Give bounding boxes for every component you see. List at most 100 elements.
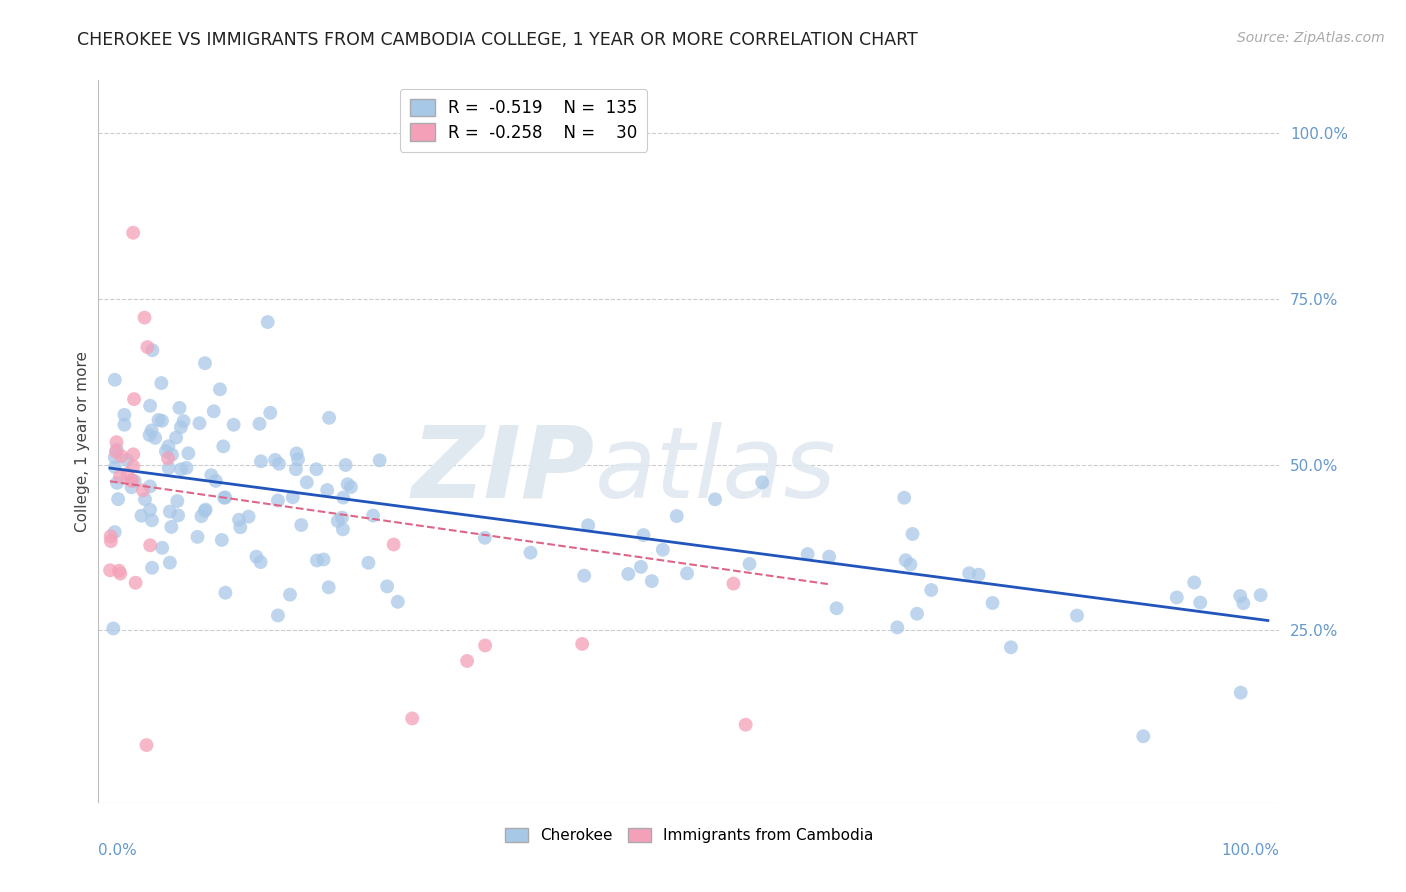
Point <box>1000 640 1022 655</box>
Point <box>886 620 908 634</box>
Point <box>138 428 160 442</box>
Point <box>170 462 193 476</box>
Point <box>281 490 304 504</box>
Point <box>166 494 188 508</box>
Point <box>361 508 384 523</box>
Point <box>134 310 156 325</box>
Point <box>312 552 335 566</box>
Y-axis label: College, 1 year or more: College, 1 year or more <box>75 351 90 532</box>
Point <box>245 549 267 564</box>
Point <box>131 508 153 523</box>
Point <box>382 537 405 551</box>
Point <box>104 460 127 475</box>
Point <box>104 444 127 458</box>
Point <box>108 564 131 578</box>
Text: 0.0%: 0.0% <box>98 843 138 857</box>
Point <box>112 408 135 422</box>
Point <box>141 561 163 575</box>
Point <box>157 461 180 475</box>
Point <box>574 568 596 582</box>
Point <box>141 424 163 438</box>
Point <box>734 717 756 731</box>
Point <box>287 452 309 467</box>
Point <box>121 474 143 488</box>
Point <box>957 566 980 581</box>
Point <box>159 556 181 570</box>
Point <box>167 508 190 523</box>
Point <box>456 654 478 668</box>
Point <box>190 509 212 524</box>
Point <box>738 557 761 571</box>
Point <box>121 473 143 487</box>
Point <box>1132 729 1154 743</box>
Point <box>967 567 990 582</box>
Point <box>122 447 145 461</box>
Point <box>122 459 145 474</box>
Point <box>316 483 339 497</box>
Point <box>249 555 271 569</box>
Point <box>250 454 273 468</box>
Point <box>290 518 312 533</box>
Point <box>150 541 173 555</box>
Point <box>107 492 129 507</box>
Point <box>208 382 231 396</box>
Point <box>332 522 354 536</box>
Point <box>100 534 122 549</box>
Text: CHEROKEE VS IMMIGRANTS FROM CAMBODIA COLLEGE, 1 YEAR OR MORE CORRELATION CHART: CHEROKEE VS IMMIGRANTS FROM CAMBODIA COL… <box>77 31 918 49</box>
Point <box>156 451 179 466</box>
Point <box>228 513 250 527</box>
Point <box>105 475 128 490</box>
Point <box>229 520 252 534</box>
Point <box>170 420 193 434</box>
Point <box>214 585 236 599</box>
Point <box>104 450 127 465</box>
Point <box>571 637 593 651</box>
Point <box>1189 596 1212 610</box>
Point <box>104 525 127 540</box>
Point <box>901 527 924 541</box>
Point <box>160 520 183 534</box>
Point <box>139 503 162 517</box>
Text: 100.0%: 100.0% <box>1222 843 1279 857</box>
Point <box>267 608 290 623</box>
Point <box>368 453 391 467</box>
Point <box>169 401 191 415</box>
Text: atlas: atlas <box>595 422 837 519</box>
Point <box>188 416 211 430</box>
Point <box>340 480 363 494</box>
Point <box>318 410 340 425</box>
Point <box>617 566 640 581</box>
Point <box>894 553 917 567</box>
Point <box>165 431 187 445</box>
Point <box>200 468 222 483</box>
Point <box>630 560 652 574</box>
Point <box>264 453 287 467</box>
Point <box>108 469 131 483</box>
Point <box>173 414 195 428</box>
Point <box>357 556 380 570</box>
Point <box>335 458 357 472</box>
Point <box>122 226 145 240</box>
Point <box>1182 575 1205 590</box>
Point <box>222 417 245 432</box>
Point <box>110 566 132 581</box>
Point <box>305 462 328 476</box>
Point <box>284 462 307 476</box>
Point <box>150 414 173 428</box>
Point <box>305 553 328 567</box>
Point <box>115 453 138 467</box>
Point <box>1232 596 1254 610</box>
Point <box>267 457 290 471</box>
Point <box>259 406 281 420</box>
Point <box>212 439 235 453</box>
Point <box>676 566 699 581</box>
Point <box>633 528 655 542</box>
Point <box>204 474 226 488</box>
Point <box>238 509 260 524</box>
Point <box>122 392 145 406</box>
Point <box>160 448 183 462</box>
Point <box>105 435 128 450</box>
Point <box>211 533 233 547</box>
Point <box>387 595 409 609</box>
Point <box>1229 589 1251 603</box>
